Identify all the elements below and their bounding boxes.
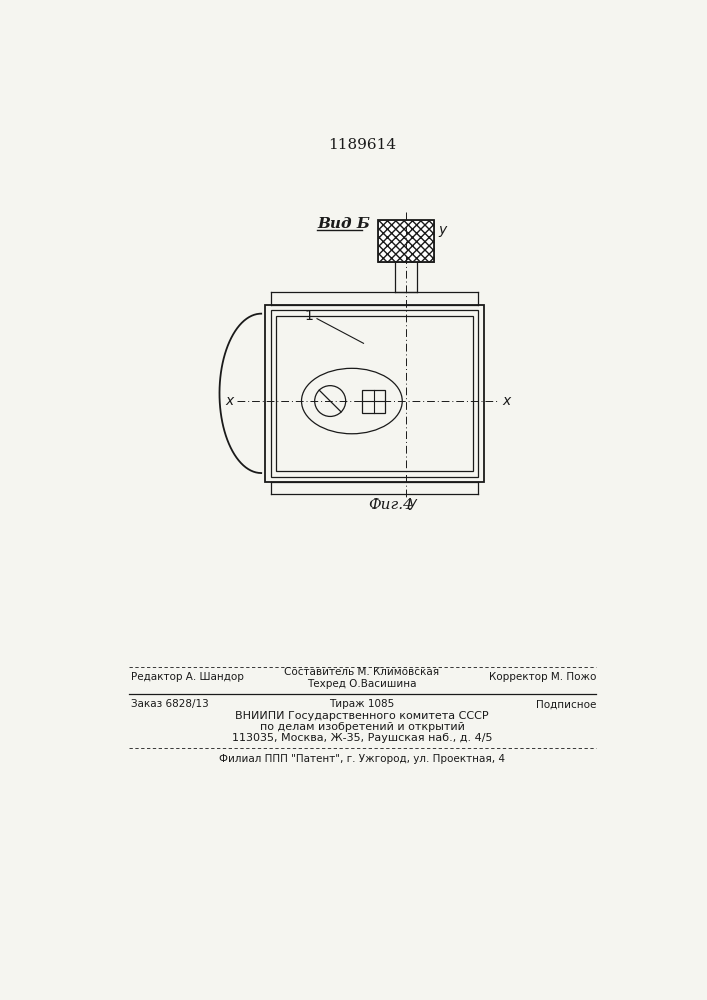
Bar bbox=[276, 316, 473, 471]
Bar bbox=[378, 220, 434, 262]
Text: Вид Б: Вид Б bbox=[317, 217, 370, 231]
Text: Техред О.Васишина: Техред О.Васишина bbox=[308, 679, 416, 689]
Text: х: х bbox=[502, 394, 510, 408]
Text: 1189614: 1189614 bbox=[328, 138, 396, 152]
Text: ВНИИПИ Государственного комитета СССР: ВНИИПИ Государственного комитета СССР bbox=[235, 711, 489, 721]
Text: Филиал ППП "Патент", г. Ужгород, ул. Проектная, 4: Филиал ППП "Патент", г. Ужгород, ул. Про… bbox=[219, 754, 505, 764]
Text: по делам изобретений и открытий: по делам изобретений и открытий bbox=[259, 722, 464, 732]
Text: х: х bbox=[226, 394, 234, 408]
Text: 1: 1 bbox=[304, 309, 313, 323]
Text: Фиг.4: Фиг.4 bbox=[368, 498, 413, 512]
Text: у: у bbox=[409, 496, 416, 510]
Text: Подписное: Подписное bbox=[536, 699, 596, 709]
Bar bbox=[362, 389, 385, 413]
Bar bbox=[378, 220, 434, 262]
Text: Заказ 6828/13: Заказ 6828/13 bbox=[131, 699, 209, 709]
Text: Редактор А. Шандор: Редактор А. Шандор bbox=[131, 672, 244, 682]
Bar bbox=[265, 305, 484, 482]
Text: Составитель М. Климовская: Составитель М. Климовская bbox=[284, 667, 440, 677]
Text: у: у bbox=[438, 223, 446, 237]
Text: Корректор М. Пожо: Корректор М. Пожо bbox=[489, 672, 596, 682]
Bar bbox=[271, 310, 478, 477]
Text: 113035, Москва, Ж-35, Раушская наб., д. 4/5: 113035, Москва, Ж-35, Раушская наб., д. … bbox=[232, 733, 492, 743]
Text: Тираж 1085: Тираж 1085 bbox=[329, 699, 395, 709]
